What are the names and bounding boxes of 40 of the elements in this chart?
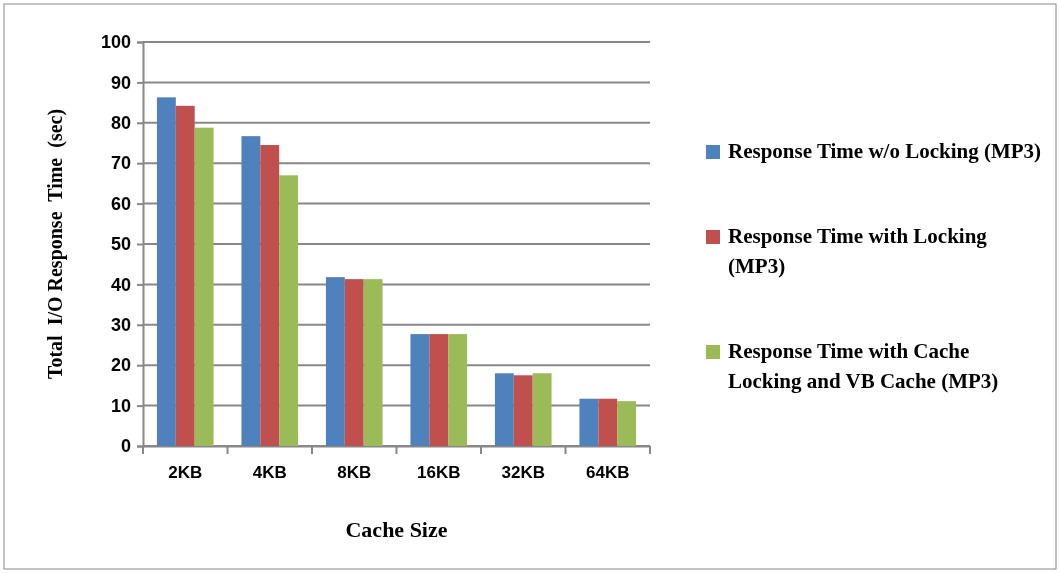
bar xyxy=(617,401,637,446)
bar xyxy=(513,375,533,446)
bar xyxy=(429,334,449,446)
bar xyxy=(175,105,195,446)
bar xyxy=(241,136,261,446)
bar xyxy=(598,398,618,446)
x-axis-title: Cache Size xyxy=(345,517,448,542)
y-tick-label: 80 xyxy=(110,113,131,134)
bar xyxy=(363,279,383,446)
y-axis-title: Total I/O Response Time (sec) xyxy=(44,108,67,380)
bar xyxy=(410,334,430,446)
x-tick-label: 32KB xyxy=(501,463,545,483)
x-tick-label: 8KB xyxy=(337,463,372,483)
bar xyxy=(532,373,552,446)
y-tick-label: 20 xyxy=(110,355,131,376)
y-tick-label: 40 xyxy=(110,274,131,295)
legend-label: Response Time with Locking (MP3) xyxy=(728,224,988,278)
y-tick-label: 0 xyxy=(120,436,131,457)
legend-label: Response Time with Cache Locking and VB Cache (MP3) xyxy=(728,339,999,393)
bar xyxy=(194,127,214,446)
legend-label: Response Time w/o Locking (MP3) xyxy=(728,139,1042,163)
bar xyxy=(325,277,345,446)
bar xyxy=(494,373,514,446)
bar xyxy=(344,279,364,446)
bar xyxy=(279,175,299,446)
bar xyxy=(448,334,468,446)
bar xyxy=(260,145,280,446)
bar xyxy=(156,97,176,446)
x-tick-label: 64KB xyxy=(586,463,630,483)
x-tick-label: 4KB xyxy=(252,463,287,483)
y-tick-label: 50 xyxy=(110,234,131,255)
x-tick-label: 2KB xyxy=(168,463,203,483)
y-tick-label: 10 xyxy=(110,395,131,416)
bar xyxy=(579,398,599,446)
y-tick-label: 90 xyxy=(110,72,131,93)
y-tick-label: 70 xyxy=(110,153,131,174)
y-tick-label: 100 xyxy=(100,32,131,53)
y-tick-label: 30 xyxy=(110,315,131,336)
x-tick-label: 16KB xyxy=(417,463,461,483)
y-tick-label: 60 xyxy=(110,193,131,214)
